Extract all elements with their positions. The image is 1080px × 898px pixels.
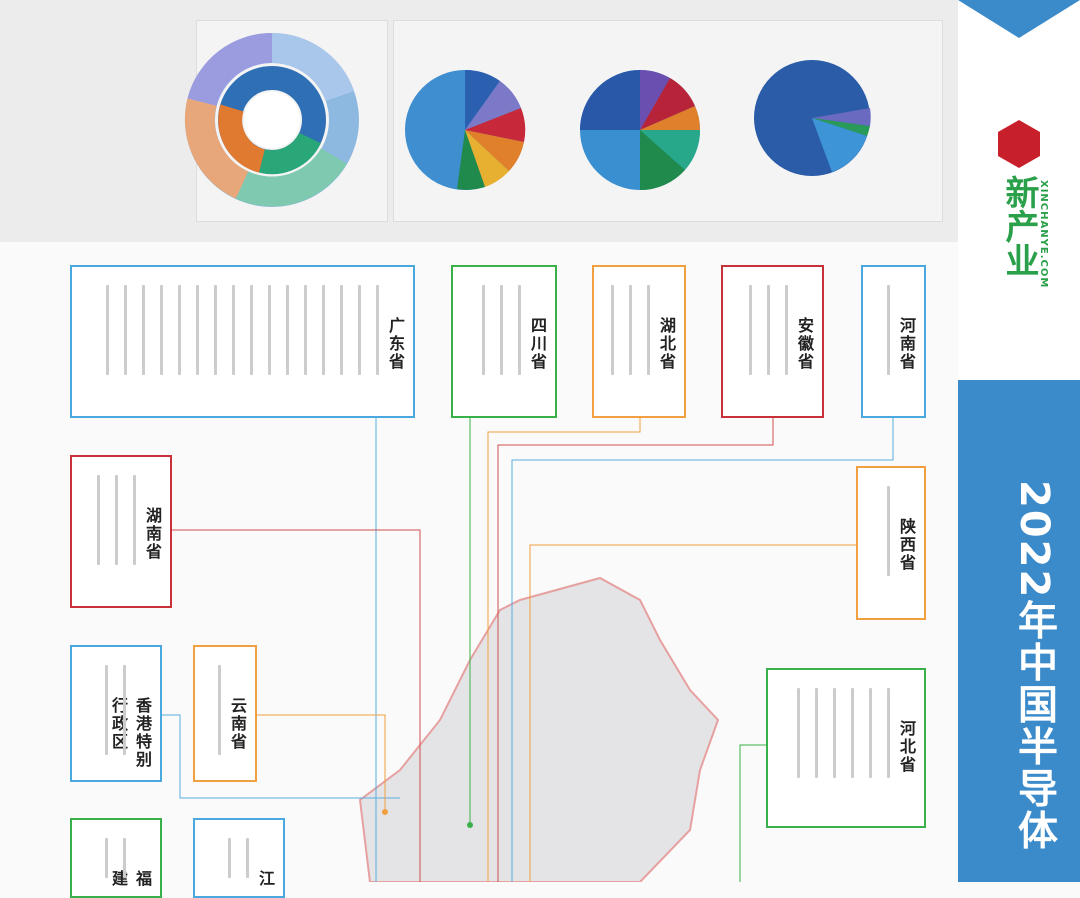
province-name: 河北省 [897, 720, 916, 774]
text-placeholder [647, 285, 650, 375]
text-placeholder [228, 838, 231, 878]
map-and-connectors [162, 418, 894, 882]
province-box: 福建 [70, 818, 162, 898]
province-box: 广东省 [70, 265, 415, 418]
text-placeholder [767, 285, 770, 375]
text-placeholder [887, 486, 890, 576]
province-name: 湖南省 [143, 507, 162, 561]
text-placeholder [250, 285, 253, 375]
province-name: 安徽省 [795, 317, 814, 371]
text-placeholder [358, 285, 361, 375]
province-name: 云南省 [228, 697, 247, 751]
province-name: 陕西省 [897, 518, 916, 572]
text-placeholder [851, 688, 854, 778]
province-box: 云南省 [193, 645, 257, 782]
text-placeholder [304, 285, 307, 375]
province-name: 河南省 [897, 317, 916, 371]
donut [184, 32, 359, 207]
pie-illustrations [184, 32, 871, 207]
text-placeholder [500, 285, 503, 375]
text-placeholder [887, 688, 890, 778]
text-placeholder [105, 665, 108, 755]
pie [580, 69, 701, 191]
text-placeholder [97, 475, 100, 565]
logo-url: XINCHANYE.COM [1038, 180, 1049, 289]
province-name: 香港特别行政区 [109, 697, 152, 769]
province-box: 江 [193, 818, 285, 898]
text-placeholder [246, 838, 249, 878]
text-placeholder [785, 285, 788, 375]
text-placeholder [340, 285, 343, 375]
text-placeholder [815, 688, 818, 778]
banner-top [958, 0, 1080, 380]
text-placeholder [322, 285, 325, 375]
text-placeholder [105, 838, 108, 878]
banner-shapes [958, 0, 1080, 440]
page-title: 2022年中国半导体 [1011, 480, 1057, 852]
text-placeholder [232, 285, 235, 375]
province-box: 四川省 [451, 265, 557, 418]
text-placeholder [268, 285, 271, 375]
province-box: 湖南省 [70, 455, 172, 608]
province-box: 湖北省 [592, 265, 686, 418]
pie [405, 69, 526, 190]
province-box: 河南省 [861, 265, 926, 418]
text-placeholder [218, 665, 221, 755]
text-placeholder [178, 285, 181, 375]
text-placeholder [106, 285, 109, 375]
text-placeholder [142, 285, 145, 375]
province-box: 河北省 [766, 668, 926, 828]
text-placeholder [286, 285, 289, 375]
province-name: 四川省 [528, 317, 547, 371]
text-placeholder [629, 285, 632, 375]
province-box: 安徽省 [721, 265, 824, 418]
text-placeholder [133, 475, 136, 565]
province-name: 湖北省 [657, 317, 676, 371]
text-placeholder [123, 838, 126, 878]
text-placeholder [115, 475, 118, 565]
text-placeholder [887, 285, 890, 375]
text-placeholder [611, 285, 614, 375]
logo-text: 新产业 [999, 175, 1039, 277]
province-box: 香港特别行政区 [70, 645, 162, 782]
province-box: 陕西省 [856, 466, 926, 620]
text-placeholder [869, 688, 872, 778]
text-placeholder [797, 688, 800, 778]
text-placeholder [123, 665, 126, 755]
text-placeholder [749, 285, 752, 375]
province-name: 江 [256, 870, 275, 888]
text-placeholder [518, 285, 521, 375]
province-name: 福建 [109, 870, 152, 888]
text-placeholder [833, 688, 836, 778]
text-placeholder [376, 285, 379, 375]
text-placeholder [196, 285, 199, 375]
text-placeholder [214, 285, 217, 375]
text-placeholder [124, 285, 127, 375]
text-placeholder [482, 285, 485, 375]
text-placeholder [160, 285, 163, 375]
province-name: 广东省 [386, 317, 405, 371]
pie [754, 60, 871, 176]
